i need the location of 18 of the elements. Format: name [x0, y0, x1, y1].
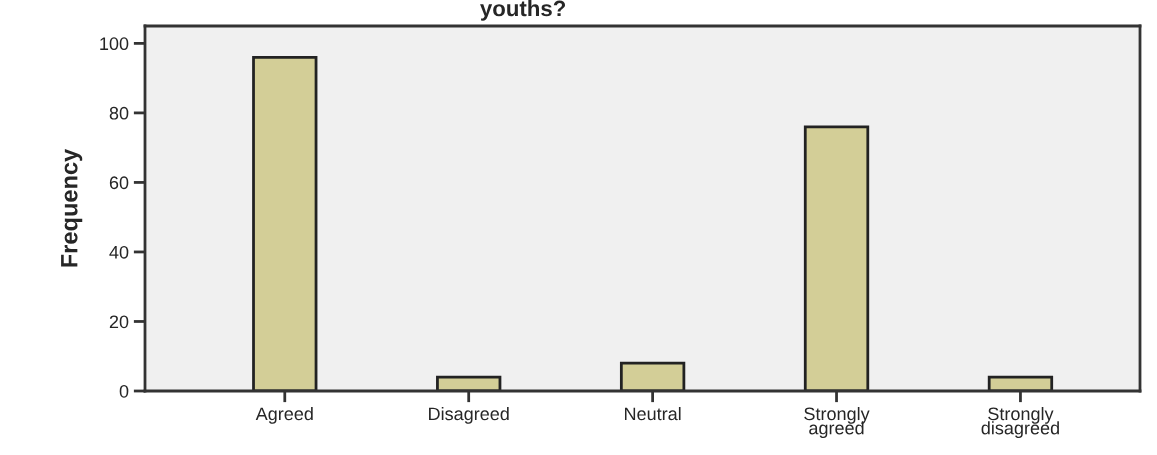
- bar: [436, 375, 502, 391]
- x-tick-label: Neutral: [625, 406, 681, 421]
- y-tick-label: 60: [109, 176, 129, 190]
- y-tick-label: 80: [109, 106, 129, 120]
- bar: [987, 375, 1054, 391]
- x-tick-label: Disagreed: [429, 406, 509, 424]
- y-tick-label: 40: [109, 245, 129, 259]
- x-tick-label: Agreed: [255, 406, 313, 424]
- y-tick-label: 0: [119, 384, 129, 398]
- y-tick-label: 20: [109, 315, 129, 329]
- x-tick-label: Strongly disagreed: [981, 406, 1059, 439]
- chart-title: youths?: [480, 0, 566, 21]
- y-axis-title: Frequency: [61, 148, 83, 267]
- bar: [803, 125, 870, 391]
- x-tick-label: Strongly agreed: [804, 406, 870, 439]
- y-tick-label: 100: [100, 37, 129, 51]
- bar: [252, 55, 318, 391]
- bar: [619, 361, 686, 391]
